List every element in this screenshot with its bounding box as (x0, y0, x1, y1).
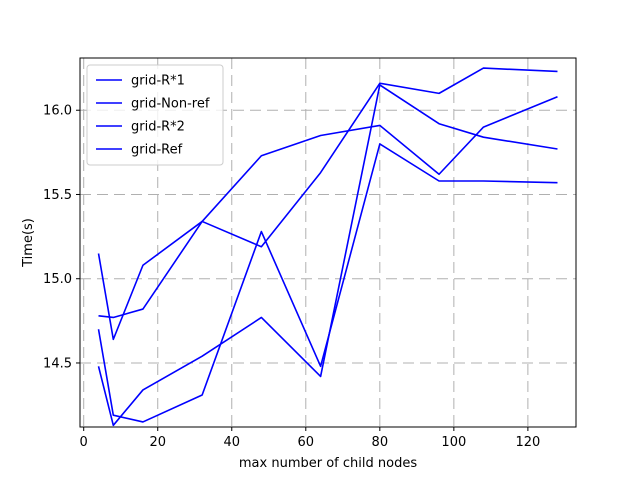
series-line (98, 96, 558, 319)
series-lines (97, 67, 558, 427)
x-tick-label: 20 (149, 435, 166, 450)
x-tick-label: 120 (515, 435, 540, 450)
axes-frame (79, 57, 577, 428)
series-line (97, 84, 558, 427)
legend-frame (86, 64, 224, 166)
x-axis-label: max number of child nodes (239, 456, 417, 471)
x-tick-label: 40 (223, 435, 240, 450)
y-tick-label: 16.0 (43, 104, 72, 119)
series-line (97, 143, 558, 423)
legend: grid-R*1 grid-Non-ref grid-R*2 grid-Ref (86, 64, 224, 166)
x-tick-label: 100 (441, 435, 466, 450)
y-tick-label: 15.5 (43, 188, 72, 203)
gridlines (80, 58, 576, 427)
legend-label: grid-R*2 (131, 120, 185, 135)
y-tick-label: 15.0 (43, 272, 72, 287)
legend-label: grid-Non-ref (131, 97, 210, 112)
x-tick-label: 60 (298, 435, 315, 450)
series-line (97, 67, 558, 341)
x-tick-label: 80 (372, 435, 389, 450)
legend-label: grid-Ref (131, 143, 183, 158)
x-tick-label: 0 (80, 435, 88, 450)
legend-label: grid-R*1 (131, 74, 185, 89)
y-tick-label: 14.5 (43, 356, 72, 371)
x-axis-ticks: 0 20 40 60 80 100 120 (80, 427, 540, 450)
y-axis-label: Time(s) (21, 218, 36, 268)
y-axis-ticks: 14.5 15.0 15.5 16.0 (43, 104, 80, 371)
